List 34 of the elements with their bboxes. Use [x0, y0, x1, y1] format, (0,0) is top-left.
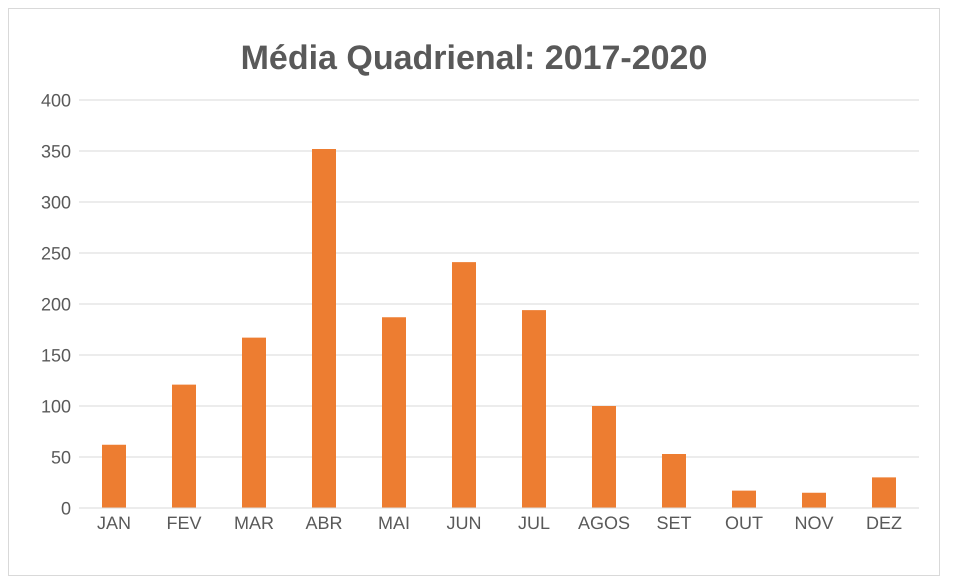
bar: [592, 406, 616, 508]
bar: [452, 262, 476, 508]
x-tick-label: FEV: [166, 512, 202, 533]
x-tick-label: AGOS: [578, 512, 630, 533]
x-tick-label: DEZ: [866, 512, 902, 533]
y-tick-label: 400: [40, 90, 71, 110]
y-tick-label: 50: [50, 447, 71, 468]
x-tick-label: JUN: [446, 512, 482, 533]
bar: [662, 454, 686, 508]
x-tick-label: OUT: [725, 512, 763, 533]
x-tick-label: SET: [656, 512, 692, 533]
y-tick-label: 300: [40, 192, 71, 212]
x-tick-label: MAR: [234, 512, 274, 533]
bar: [872, 477, 896, 508]
y-tick-label: 200: [40, 294, 71, 314]
x-tick-label: MAI: [378, 512, 410, 533]
bar: [382, 317, 406, 508]
x-tick-label: JAN: [96, 512, 132, 533]
x-tick-label: JUL: [518, 512, 550, 533]
y-tick-label: 0: [60, 498, 71, 518]
y-tick-label: 250: [40, 243, 71, 264]
chart-title: Média Quadrienal: 2017-2020: [240, 39, 708, 78]
bar: [312, 148, 336, 508]
y-tick-label: 150: [40, 345, 71, 366]
x-tick-label: NOV: [794, 512, 834, 533]
y-tick-label: 350: [40, 141, 71, 162]
bar: [522, 310, 546, 508]
bar: [102, 444, 126, 508]
bar: [732, 490, 756, 508]
bar: [242, 338, 266, 508]
x-tick-label: ABR: [305, 512, 343, 533]
bar: [802, 492, 826, 508]
y-tick-label: 100: [40, 396, 71, 416]
bar: [172, 384, 196, 508]
